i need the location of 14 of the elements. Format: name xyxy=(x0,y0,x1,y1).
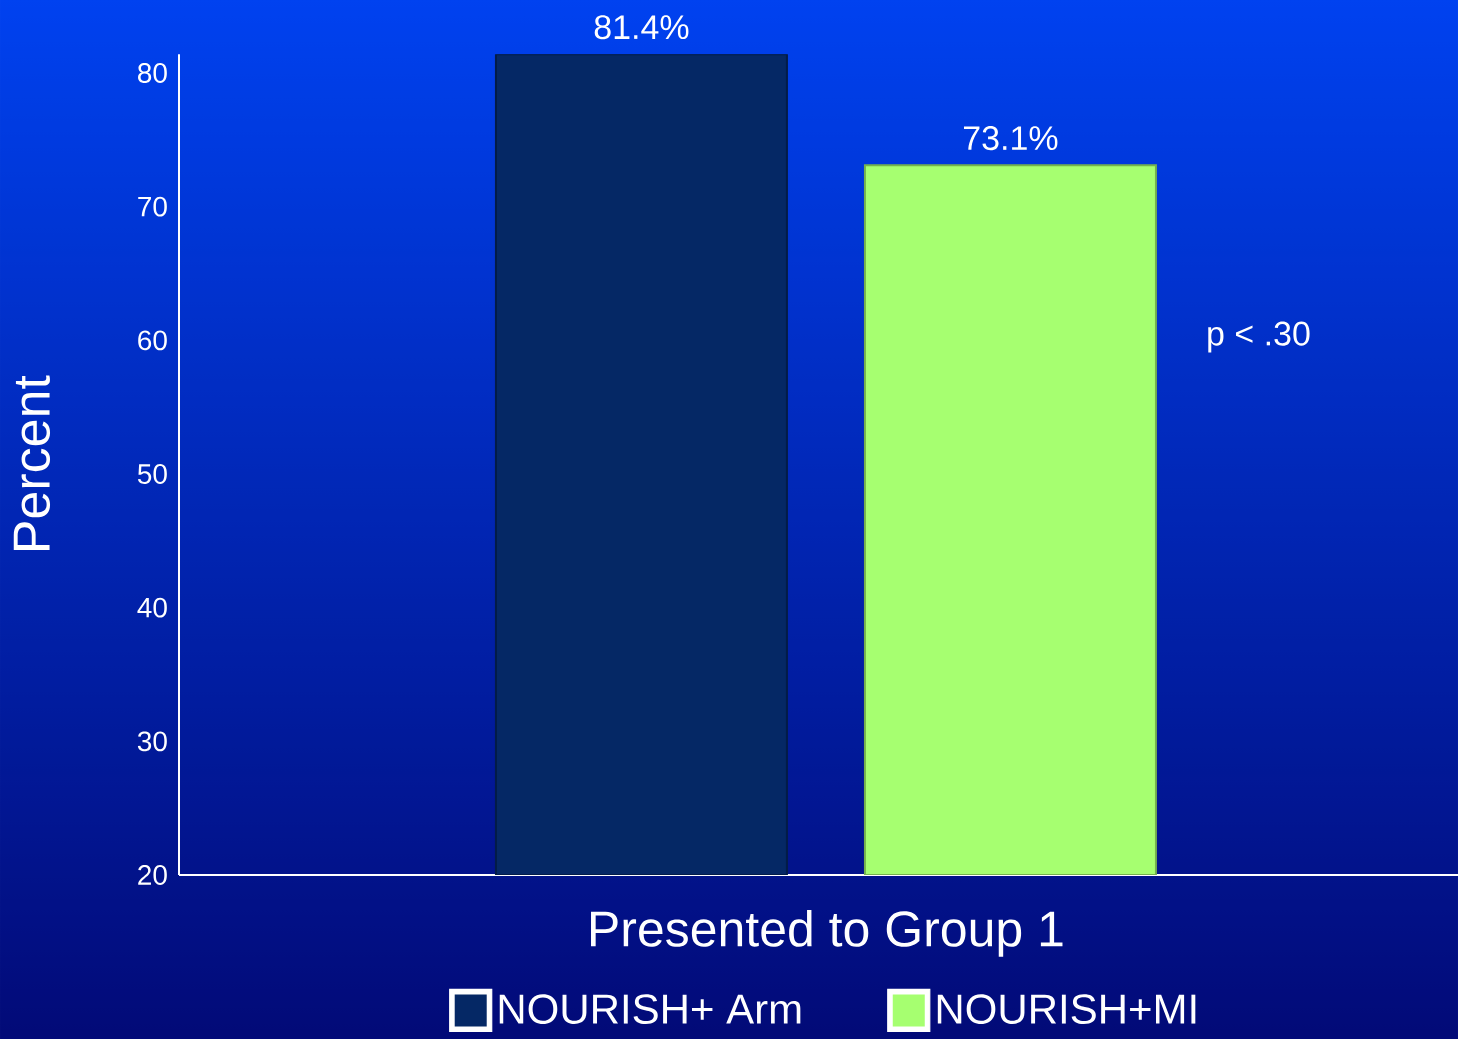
legend-label: NOURISH+MI xyxy=(937,994,1196,1024)
y-tick-label: 50 xyxy=(137,464,167,484)
y-tick-label: 30 xyxy=(137,731,167,752)
annotation: p < .30 xyxy=(1208,321,1310,353)
x-tick-label: Presented to Group 1 xyxy=(591,910,1063,957)
y-tick-label: 60 xyxy=(138,330,167,351)
y-tick-label: 80 xyxy=(138,63,167,83)
data-label: 73.1% xyxy=(964,126,1058,151)
y-tick-label: 70 xyxy=(138,196,167,217)
y-tick-label: 40 xyxy=(137,597,167,618)
legend-label: NOURISH+ Arm xyxy=(499,994,801,1024)
y-axis-title: Percent xyxy=(13,375,51,550)
y-tick-label: 20 xyxy=(138,865,167,885)
data-label: 81.4% xyxy=(594,15,689,40)
